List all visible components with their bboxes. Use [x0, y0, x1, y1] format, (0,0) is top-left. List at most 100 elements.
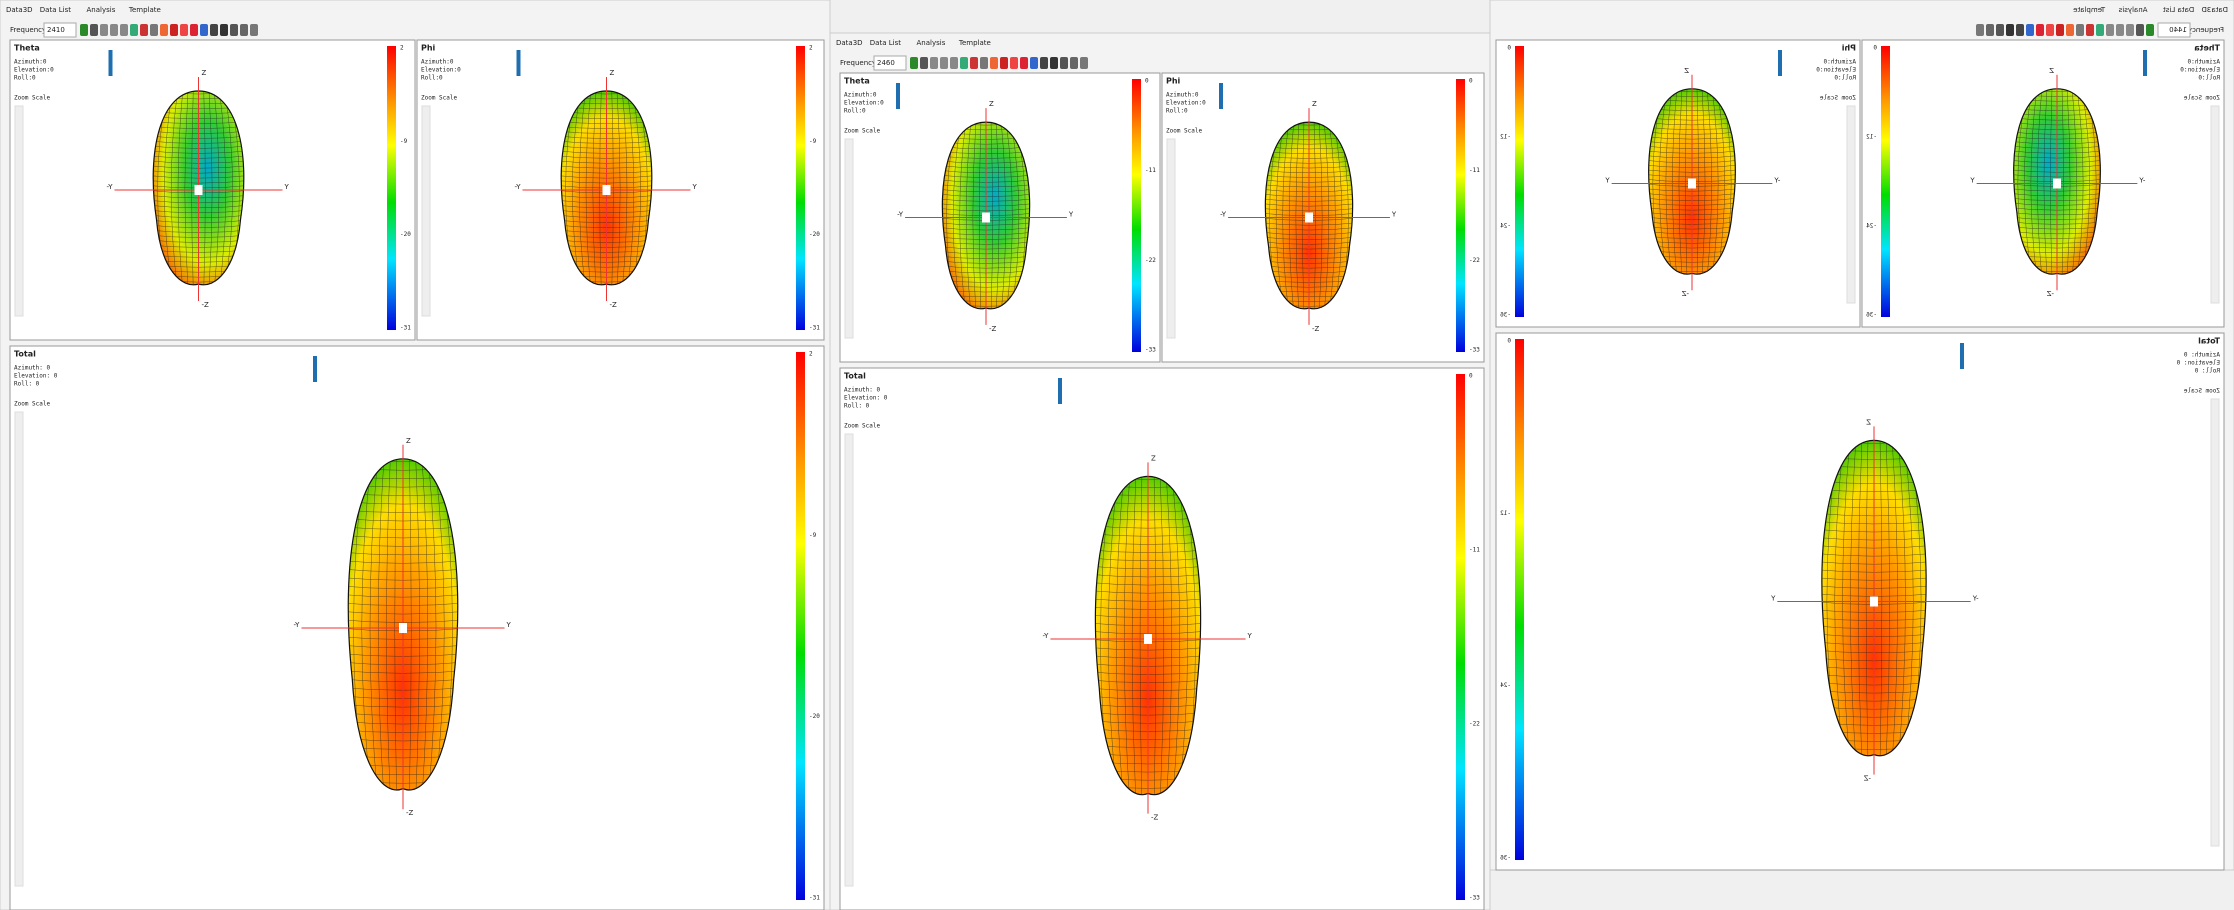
colorbar-label: 2	[809, 351, 813, 358]
menu-tab[interactable]: Data3D	[836, 39, 863, 47]
toolbar-icon[interactable]	[1050, 57, 1058, 69]
menu-tab[interactable]: Data List	[40, 6, 71, 14]
toolbar-icon[interactable]	[160, 24, 168, 36]
axis-label: -Z	[2046, 290, 2054, 298]
toolbar-icon[interactable]	[2046, 24, 2054, 36]
zoom-slider[interactable]	[1166, 138, 1176, 339]
zoom-slider[interactable]	[14, 411, 24, 887]
frequency-value: 2460	[877, 59, 895, 67]
toolbar-icon[interactable]	[960, 57, 968, 69]
zoom-slider[interactable]	[844, 138, 854, 339]
toolbar-icon[interactable]	[240, 24, 248, 36]
axis-label: Z	[1866, 418, 1871, 426]
toolbar-icon[interactable]	[1996, 24, 2004, 36]
toolbar-icon[interactable]	[1976, 24, 1984, 36]
toolbar-icon[interactable]	[910, 57, 918, 69]
panel-title: Theta	[2194, 44, 2220, 53]
frequency-select[interactable]	[873, 55, 907, 71]
toolbar-icon[interactable]	[200, 24, 208, 36]
origin	[194, 185, 203, 195]
toolbar-icon[interactable]	[920, 57, 928, 69]
toolbar-icon[interactable]	[930, 57, 938, 69]
toolbar-icon[interactable]	[2126, 24, 2134, 36]
toolbar-icon[interactable]	[1000, 57, 1008, 69]
toolbar-icon[interactable]	[980, 57, 988, 69]
toolbar-icon[interactable]	[1020, 57, 1028, 69]
toolbar-icon[interactable]	[1030, 57, 1038, 69]
toolbar-icon[interactable]	[2076, 24, 2084, 36]
toolbar-icon[interactable]	[100, 24, 108, 36]
colorbar-label: -24	[1866, 223, 1877, 230]
toolbar-icon[interactable]	[2106, 24, 2114, 36]
toolbar-icon[interactable]	[170, 24, 178, 36]
view-info: Azimuth:0	[421, 59, 454, 66]
zoom-slider[interactable]	[14, 105, 24, 317]
toolbar-icon[interactable]	[80, 24, 88, 36]
toolbar-icon[interactable]	[110, 24, 118, 36]
zoom-slider[interactable]	[2210, 398, 2220, 847]
toolbar-icon[interactable]	[950, 57, 958, 69]
toolbar-icon[interactable]	[1010, 57, 1018, 69]
colorbar-label: 0	[1469, 78, 1473, 85]
zoom-slider[interactable]	[1846, 105, 1856, 304]
toolbar-icon[interactable]	[1070, 57, 1078, 69]
view-info: Roll:0	[2198, 75, 2220, 82]
menu-tab[interactable]: Template	[958, 39, 991, 47]
toolbar-icon[interactable]	[2086, 24, 2094, 36]
menu-tab[interactable]: Analysis	[87, 6, 116, 14]
menu-tab[interactable]: Template	[2073, 6, 2106, 14]
toolbar-icon[interactable]	[1080, 57, 1088, 69]
colorbar-label: -12	[1500, 510, 1511, 517]
colorbar	[387, 46, 396, 330]
toolbar-icon[interactable]	[2066, 24, 2074, 36]
toolbar-icon[interactable]	[140, 24, 148, 36]
menu-tab[interactable]: Data List	[870, 39, 901, 47]
axis-label: -Z	[406, 809, 414, 817]
zoom-slider[interactable]	[2210, 105, 2220, 304]
view-info: Roll: 0	[844, 403, 870, 410]
toolbar-icon[interactable]	[2116, 24, 2124, 36]
view-info: Elevation:0	[1166, 100, 1206, 107]
view-info: Elevation:0	[2180, 67, 2220, 74]
colorbar-label: -12	[1500, 134, 1511, 141]
toolbar-icon[interactable]	[940, 57, 948, 69]
colorbar-label: -36	[1500, 855, 1511, 862]
frequency-select[interactable]	[43, 22, 77, 38]
toolbar-icon[interactable]	[1060, 57, 1068, 69]
toolbar-icon[interactable]	[990, 57, 998, 69]
menu-tab[interactable]: Analysis	[2118, 6, 2147, 14]
toolbar-icon[interactable]	[2026, 24, 2034, 36]
toolbar-icon[interactable]	[2056, 24, 2064, 36]
frequency-select[interactable]	[2157, 22, 2191, 38]
menu-tab[interactable]: Analysis	[917, 39, 946, 47]
toolbar-icon[interactable]	[1986, 24, 1994, 36]
toolbar-icon[interactable]	[90, 24, 98, 36]
toolbar-icon[interactable]	[130, 24, 138, 36]
toolbar-icon[interactable]	[2016, 24, 2024, 36]
toolbar-icon[interactable]	[2036, 24, 2044, 36]
toolbar-icon[interactable]	[2096, 24, 2104, 36]
toolbar-icon[interactable]	[250, 24, 258, 36]
marker	[1778, 50, 1782, 76]
toolbar-icon[interactable]	[150, 24, 158, 36]
toolbar-icon[interactable]	[2006, 24, 2014, 36]
axis-label: -Y	[897, 211, 904, 219]
zoom-slider[interactable]	[844, 433, 854, 887]
panel-title: Total	[14, 350, 36, 359]
menu-tab[interactable]: Data3D	[6, 6, 33, 14]
toolbar-icon[interactable]	[970, 57, 978, 69]
toolbar-icon[interactable]	[190, 24, 198, 36]
menu-tab[interactable]: Template	[128, 6, 161, 14]
view-info: Azimuth: 0	[844, 387, 881, 394]
menu-tab[interactable]: Data List	[2163, 6, 2194, 14]
toolbar-icon[interactable]	[2136, 24, 2144, 36]
toolbar-icon[interactable]	[210, 24, 218, 36]
toolbar-icon[interactable]	[1040, 57, 1048, 69]
zoom-slider[interactable]	[421, 105, 431, 317]
toolbar-icon[interactable]	[230, 24, 238, 36]
toolbar-icon[interactable]	[120, 24, 128, 36]
toolbar-icon[interactable]	[2146, 24, 2154, 36]
toolbar-icon[interactable]	[180, 24, 188, 36]
toolbar-icon[interactable]	[220, 24, 228, 36]
menu-tab[interactable]: Data3D	[2201, 6, 2228, 14]
